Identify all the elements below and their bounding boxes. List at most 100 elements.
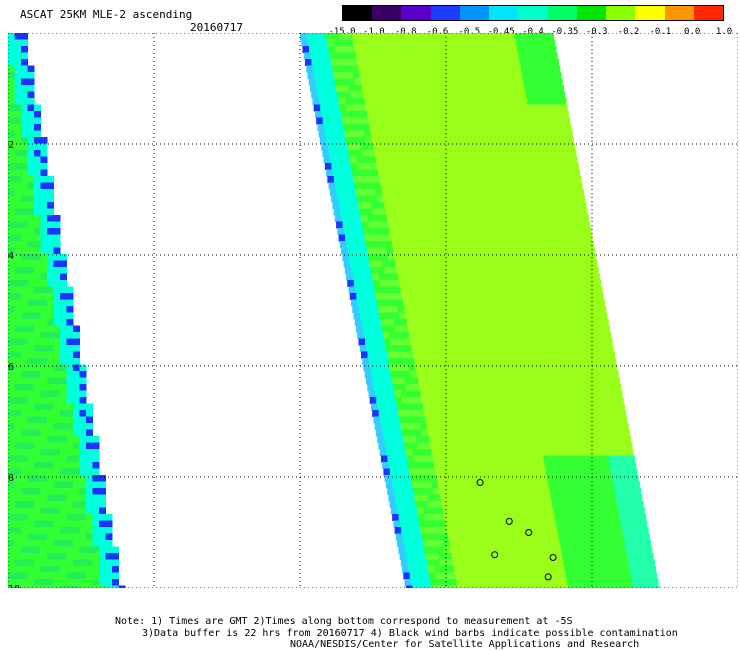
- swath-cell: [425, 215, 433, 222]
- swath-cell: [528, 481, 536, 489]
- swath-cell: [451, 247, 459, 255]
- swath-cell: [428, 501, 436, 508]
- swath-cell: [575, 182, 583, 190]
- swath-cell: [584, 364, 592, 372]
- swath-cell: [547, 137, 555, 144]
- swath-cell: [483, 111, 491, 118]
- swath-cell: [503, 312, 511, 320]
- swath-cell: [451, 520, 459, 528]
- swath-cell: [21, 293, 28, 300]
- swath-cell: [550, 52, 558, 60]
- swath-cell: [542, 449, 550, 456]
- swath-cell: [391, 273, 399, 281]
- swath-cell: [344, 130, 352, 138]
- swath-cell: [14, 345, 22, 352]
- swath-cell: [563, 390, 571, 398]
- swath-cell: [86, 527, 93, 534]
- swath-cell: [442, 371, 450, 378]
- swath-cell: [34, 104, 41, 112]
- swath-cell: [577, 462, 585, 469]
- swath-cell: [534, 442, 542, 450]
- swath-cell: [14, 397, 22, 404]
- swath-cell: [381, 254, 389, 261]
- swath-cell: [21, 514, 28, 521]
- swath-cell: [429, 98, 437, 105]
- swath-cell: [524, 494, 532, 502]
- swath-cell: [396, 163, 404, 170]
- swath-cell: [437, 72, 445, 79]
- swath-cell: [92, 494, 100, 502]
- swath-cell: [496, 481, 504, 489]
- swath-cell: [416, 130, 424, 138]
- swath-cell: [60, 572, 67, 580]
- swath-cell: [512, 325, 520, 333]
- swath-cell: [21, 156, 28, 164]
- swath-cell: [620, 416, 628, 424]
- swath-cell: [583, 358, 591, 365]
- swath-cell: [21, 442, 28, 450]
- swath-cell: [496, 176, 504, 183]
- swath-cell: [624, 507, 632, 515]
- swath-cell: [346, 273, 354, 281]
- swath-cell: [14, 520, 22, 528]
- swath-cell: [8, 501, 15, 508]
- swath-cell: [515, 72, 523, 79]
- swath-cell: [401, 527, 409, 534]
- swath-cell: [14, 195, 22, 203]
- swath-cell: [513, 332, 521, 339]
- swath-cell: [430, 273, 438, 281]
- swath-cell: [547, 306, 555, 313]
- swath-cell: [473, 397, 481, 404]
- swath-cell: [419, 384, 427, 391]
- swath-cell: [420, 358, 428, 365]
- swath-cell: [421, 364, 429, 372]
- swath-cell: [540, 65, 548, 73]
- swath-cell: [395, 325, 403, 333]
- swath-cell: [579, 507, 587, 515]
- swath-cell: [479, 52, 487, 60]
- swath-cell: [326, 169, 334, 177]
- swath-cell: [86, 540, 93, 547]
- swath-cell: [349, 189, 357, 196]
- swath-cell: [415, 228, 423, 235]
- swath-cell: [505, 293, 513, 300]
- swath-cell: [60, 579, 67, 586]
- swath-cell: [53, 546, 61, 554]
- swath-cell: [27, 351, 35, 359]
- swath-cell: [336, 52, 344, 60]
- swath-cell: [66, 468, 74, 476]
- swath-cell: [379, 449, 387, 456]
- swath-cell: [597, 364, 605, 372]
- swath-cell: [437, 39, 445, 47]
- swath-cell: [406, 150, 414, 157]
- swath-cell: [578, 267, 586, 274]
- swath-cell: [439, 423, 447, 430]
- swath-cell: [504, 254, 512, 261]
- swath-cell: [377, 403, 385, 411]
- swath-cell: [542, 215, 550, 222]
- swath-cell: [509, 585, 517, 588]
- swath-cell: [439, 455, 447, 463]
- swath-cell: [528, 410, 536, 417]
- swath-cell: [450, 377, 458, 385]
- swath-cell: [543, 254, 551, 261]
- swath-cell: [603, 397, 611, 404]
- swath-cell: [436, 338, 444, 346]
- swath-cell: [382, 325, 390, 333]
- swath-cell: [426, 254, 434, 261]
- swath-cell: [453, 52, 461, 60]
- swath-cell: [335, 117, 343, 125]
- swath-cell: [610, 501, 618, 508]
- swath-cell: [437, 546, 445, 554]
- swath-cell: [521, 104, 529, 112]
- swath-cell: [601, 351, 609, 359]
- swath-cell: [8, 364, 15, 372]
- swath-cell: [574, 176, 582, 183]
- swath-cell: [560, 377, 568, 385]
- swath-cell: [625, 546, 633, 554]
- swath-cell: [313, 33, 320, 40]
- swath-cell: [34, 501, 41, 508]
- swath-cell: [472, 117, 480, 125]
- swath-cell: [433, 358, 441, 365]
- swath-cell: [393, 384, 401, 391]
